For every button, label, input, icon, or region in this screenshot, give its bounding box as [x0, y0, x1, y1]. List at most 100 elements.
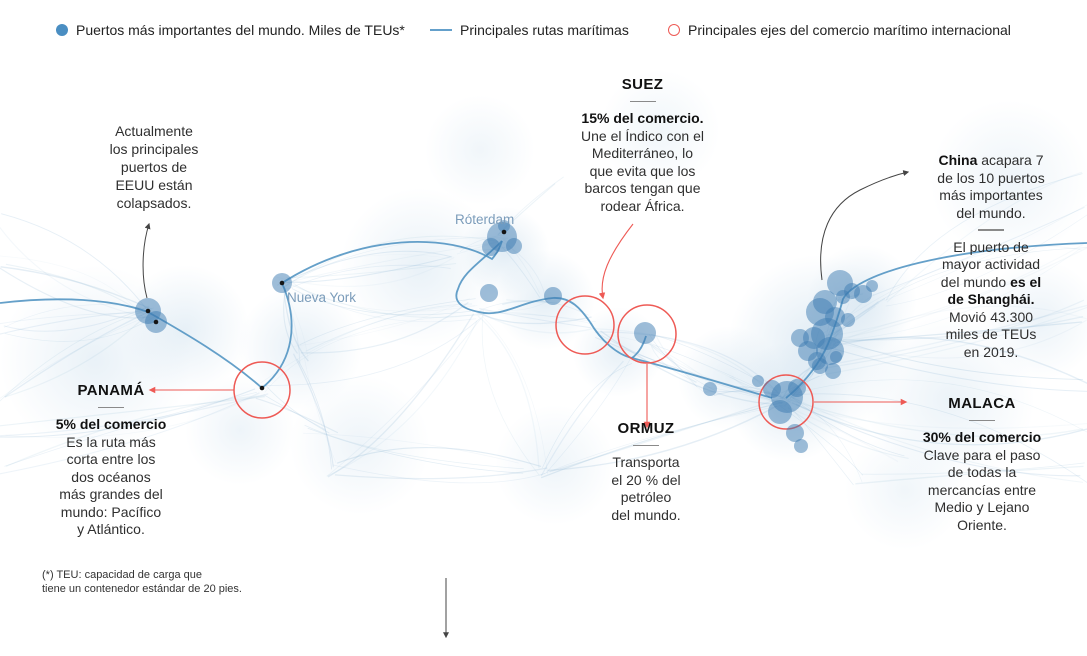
- annotation-arrow-black: [142, 222, 151, 299]
- shipping-web-line: [292, 353, 334, 468]
- density-cluster: [238, 286, 362, 410]
- shipping-web-line: [809, 299, 1085, 372]
- shipping-web-line: [648, 343, 783, 403]
- shipping-web-line: [594, 332, 776, 404]
- shipping-web-line: [0, 312, 149, 325]
- shipping-web-line: [788, 395, 1084, 483]
- density-cluster: [600, 70, 720, 190]
- density-cluster: [980, 260, 1087, 380]
- shipping-web-line: [292, 297, 471, 347]
- shipping-web-line: [287, 264, 451, 290]
- shipping-web-line: [886, 171, 1083, 303]
- port-bubble: [634, 322, 656, 344]
- shipping-web-line: [502, 300, 549, 305]
- shipping-web-line: [0, 392, 260, 475]
- shipping-web-line: [540, 360, 624, 477]
- chokepoint-circle: [758, 374, 814, 430]
- shipping-web-line: [283, 256, 451, 283]
- chokepoint-lead: 30% del comercio: [922, 429, 1042, 445]
- port-bubble: [808, 352, 826, 370]
- legend-label: Principales ejes del comercio marítimo i…: [688, 22, 1011, 38]
- density-cluster: [845, 430, 965, 550]
- legend-label: Puertos más importantes del mundo. Miles…: [76, 22, 405, 38]
- shipping-web-line: [327, 315, 484, 477]
- shipping-web-line: [4, 311, 149, 398]
- shipping-web-line: [827, 319, 1087, 359]
- annotation-malaca: MALACA 30% del comercio Clave para el pa…: [912, 395, 1052, 534]
- shipping-web-line: [1, 213, 152, 316]
- shipping-web-line: [285, 279, 478, 312]
- shipping-web-line: [795, 404, 1087, 429]
- port-bubble: [836, 290, 850, 304]
- shipping-web-line: [4, 316, 156, 342]
- shipping-web-line: [791, 402, 1087, 446]
- legend-item-ports: Puertos más importantes del mundo. Miles…: [56, 22, 405, 38]
- shipping-web-line: [265, 384, 330, 434]
- shipping-web-line: [284, 235, 500, 287]
- shipping-web-line: [4, 391, 257, 467]
- shipping-web-line: [0, 310, 152, 335]
- shipping-web-line: [479, 307, 592, 329]
- shipping-web-line: [332, 464, 546, 484]
- shipping-web-line: [787, 407, 909, 459]
- density-cluster: [425, 95, 535, 205]
- shipping-web-line: [789, 405, 854, 486]
- shipping-web-line: [263, 318, 481, 386]
- port-dot-icon: [56, 24, 68, 36]
- shipping-web-line: [276, 250, 453, 286]
- route-path: [0, 298, 149, 313]
- shipping-web-line: [4, 310, 152, 398]
- footnote-teu: (*) TEU: capacidad de carga que tiene un…: [42, 569, 242, 595]
- shipping-web-line: [0, 311, 159, 399]
- shipping-web-line: [861, 462, 1085, 475]
- title-divider: [978, 229, 1004, 231]
- annotation-china: China acapara 7 de los 10 puertos más im…: [937, 152, 1045, 360]
- shipping-web-line: [833, 247, 1087, 336]
- shipping-web-line: [0, 388, 256, 438]
- title-divider: [633, 444, 659, 446]
- port-bubble: [482, 238, 500, 256]
- legend-item-axes: Principales ejes del comercio marítimo i…: [668, 22, 1011, 38]
- port-center-dot: [145, 308, 151, 314]
- shipping-web-line: [810, 304, 1087, 369]
- shipping-web-line: [263, 394, 326, 431]
- shipping-web-line: [305, 303, 473, 352]
- port-bubble: [788, 379, 806, 397]
- annotation-suez: SUEZ 15% del comercio. Une el Índico con…: [575, 76, 710, 215]
- shipping-web-line: [307, 427, 524, 474]
- shipping-web-line: [276, 256, 455, 288]
- density-cluster: [930, 100, 1087, 260]
- chokepoint-title: MALACA: [948, 395, 1016, 412]
- port-bubble: [786, 424, 804, 442]
- density-cluster: [340, 188, 500, 348]
- port-bubble: [825, 363, 841, 379]
- shipping-web-line: [296, 358, 332, 470]
- shipping-web-line: [476, 311, 592, 325]
- port-bubble: [498, 220, 510, 232]
- shipping-web-line: [547, 405, 778, 472]
- chokepoint-title: ORMUZ: [617, 420, 675, 437]
- density-cluster: [678, 326, 782, 430]
- shipping-web-line: [0, 396, 266, 427]
- shipping-web-line: [885, 214, 1087, 307]
- shipping-web-line: [300, 301, 469, 354]
- shipping-web-line: [855, 465, 1084, 485]
- shipping-web-line: [5, 393, 260, 438]
- shipping-web-line: [288, 279, 477, 323]
- shipping-web-line: [796, 379, 1087, 433]
- shipping-web-line: [783, 397, 1084, 438]
- port-bubble: [544, 287, 562, 305]
- shipping-web-line: [826, 316, 1084, 341]
- shipping-web-line: [821, 306, 1087, 376]
- shipping-web-line: [291, 284, 482, 319]
- shipping-web-line: [838, 339, 1083, 381]
- chokepoint-title: SUEZ: [621, 76, 664, 93]
- shipping-web-line: [595, 331, 782, 397]
- port-bubble: [506, 238, 522, 254]
- shipping-web-line: [255, 397, 339, 434]
- shipping-web-line: [304, 357, 337, 464]
- shipping-web-line: [286, 263, 457, 279]
- shipping-web-line: [872, 206, 1085, 296]
